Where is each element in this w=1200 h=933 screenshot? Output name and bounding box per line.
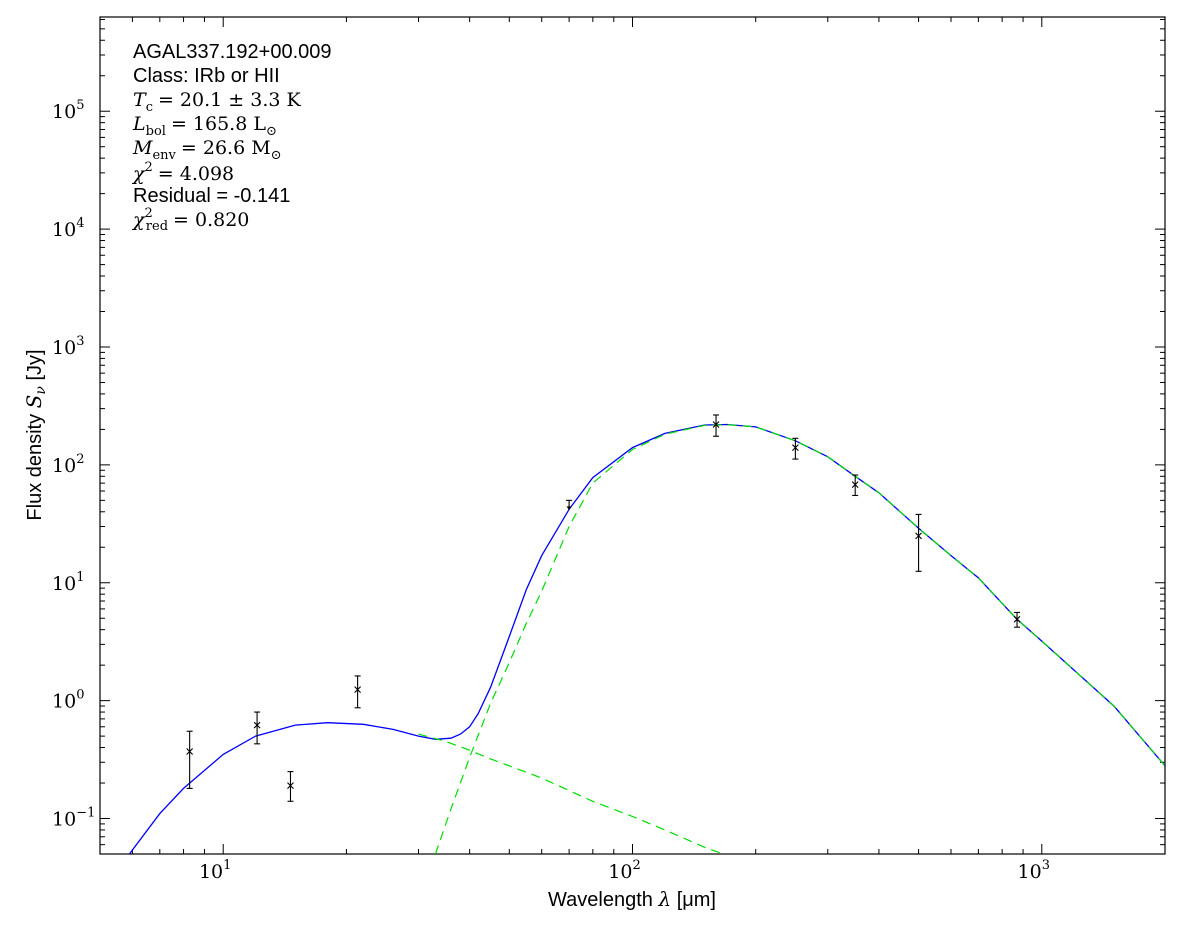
tc-annotation: Tc = 20.1 ± 3.3 K <box>133 89 301 115</box>
class-label: Class: IRb or HII <box>133 65 280 87</box>
axis-ticks <box>100 17 1165 854</box>
y-tick-label: 101 <box>52 570 84 595</box>
total-model-curve <box>128 423 1165 854</box>
x-marker <box>287 782 294 790</box>
residual-annotation: Residual = -0.141 <box>133 185 290 207</box>
axis-tick-labels: 101 102 103 10−1 100 101 102 103 104 105 <box>52 98 1050 883</box>
chi2-annotation: χ2 = 4.098 <box>131 160 234 185</box>
x-marker <box>851 481 859 489</box>
x-tick-label: 103 <box>1018 858 1050 883</box>
x-marker <box>915 532 922 540</box>
y-tick-label: 104 <box>52 216 84 241</box>
x-tick-label: 102 <box>608 858 640 883</box>
x-tick-label: 101 <box>199 858 231 883</box>
data-point <box>253 711 261 745</box>
x-marker <box>712 421 720 428</box>
component-curve-2 <box>434 424 1165 854</box>
y-tick-label: 103 <box>52 334 84 359</box>
data-point <box>915 513 922 572</box>
lbol-annotation: Lbol = 165.8 L⊙ <box>132 113 277 139</box>
component-curve-1 <box>418 733 726 854</box>
y-axis-label: Flux density Sν [Jy] <box>22 349 50 520</box>
data-point <box>354 675 362 709</box>
data-point <box>712 414 720 437</box>
y-tick-label: 102 <box>52 452 84 477</box>
x-marker <box>186 748 194 755</box>
data-point <box>287 771 294 802</box>
observed-points <box>186 414 1021 802</box>
data-point <box>1013 611 1021 628</box>
x-marker <box>1013 615 1021 623</box>
y-tick-label: 105 <box>52 98 84 123</box>
x-marker <box>253 721 261 729</box>
model-curves <box>128 423 1165 854</box>
y-tick-label: 100 <box>52 688 84 713</box>
x-marker <box>791 444 799 452</box>
data-point <box>791 437 799 460</box>
upper-limit-arrow <box>566 506 572 511</box>
annotation-block: AGAL337.192+00.009 Class: IRb or HII Tc =… <box>131 41 332 234</box>
menv-annotation: Menv = 26.6 M⊙ <box>132 137 282 163</box>
upper-limit-point <box>566 499 573 511</box>
data-point <box>186 730 194 789</box>
source-name: AGAL337.192+00.009 <box>133 41 332 63</box>
x-axis-label: Wavelength λ [μm] <box>548 887 716 911</box>
x-marker <box>354 686 362 694</box>
data-point <box>851 474 859 497</box>
chi2red-annotation: χ2 red = 0.820 <box>131 206 249 234</box>
y-tick-label: 10−1 <box>52 806 95 831</box>
